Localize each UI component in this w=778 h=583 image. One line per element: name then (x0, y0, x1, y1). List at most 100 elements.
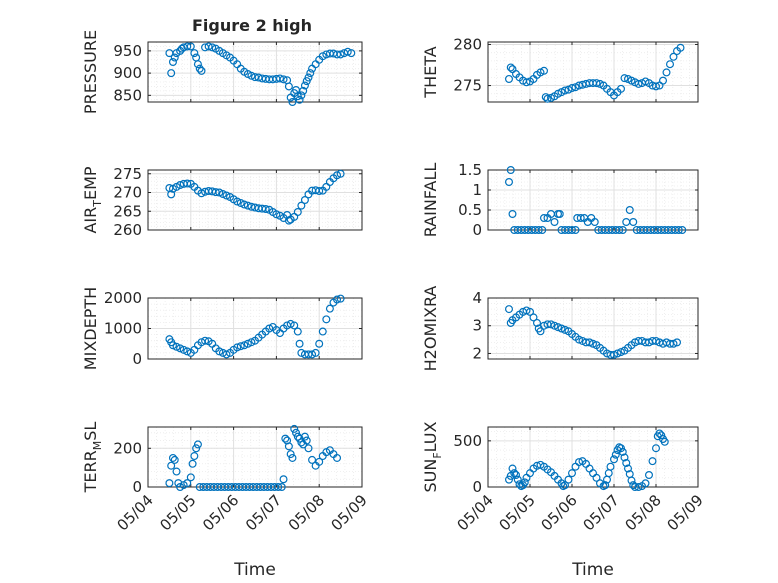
data-point (538, 226, 547, 235)
data-point (336, 294, 345, 303)
data-point (233, 343, 242, 352)
data-point (195, 64, 204, 73)
data-point (318, 327, 327, 336)
data-point (286, 450, 295, 459)
data-point (508, 210, 517, 219)
data-point (211, 188, 220, 197)
data-point (284, 442, 293, 451)
data-point (297, 91, 306, 100)
data-point (311, 348, 320, 357)
x-tick-label: 05/08 (622, 491, 665, 534)
data-point (176, 181, 185, 190)
data-point (574, 335, 583, 344)
data-point (541, 93, 550, 102)
x-tick-label: 05/05 (496, 491, 539, 534)
data-point (183, 479, 192, 488)
data-point (193, 440, 202, 449)
data-point (284, 216, 293, 225)
data-point (567, 469, 576, 478)
data-point (186, 42, 195, 51)
data-point (536, 327, 545, 336)
y-axis-label: H2OMIXRA (421, 286, 440, 372)
data-point (243, 339, 252, 348)
data-point (592, 473, 601, 482)
data-point (295, 434, 304, 443)
axes-box (487, 169, 699, 231)
data-point (676, 43, 685, 52)
data-point (590, 218, 599, 227)
data-point (641, 479, 650, 488)
data-point (505, 305, 514, 314)
data-point (588, 339, 597, 348)
data-point (622, 459, 631, 468)
data-point (176, 344, 185, 353)
data-point (625, 206, 634, 215)
data-point (609, 350, 618, 359)
data-point (506, 166, 515, 175)
data-point (297, 348, 306, 357)
data-point (623, 464, 632, 473)
plot-area (488, 42, 698, 102)
data-point (168, 453, 177, 462)
data-point (634, 483, 643, 492)
data-point (300, 81, 309, 90)
data-point (179, 345, 188, 354)
data-point (672, 338, 681, 347)
data-point (669, 339, 678, 348)
data-point (222, 191, 231, 200)
data-point (550, 321, 559, 330)
data-point (629, 218, 638, 227)
data-point (613, 349, 622, 358)
data-point (240, 200, 249, 209)
data-point (525, 307, 534, 316)
data-point (555, 210, 564, 219)
data-point (651, 444, 660, 453)
y-tick-label: 0 (472, 221, 482, 239)
data-point (308, 455, 317, 464)
x-axis-label: Time (571, 560, 614, 580)
y-tick-label: 0 (132, 478, 142, 496)
data-point (300, 196, 309, 205)
data-point (505, 74, 514, 83)
data-point (299, 86, 308, 95)
data-point (333, 171, 342, 180)
data-point (505, 475, 514, 484)
data-point (343, 47, 352, 56)
y-tick-label: 200 (113, 439, 142, 457)
data-point (333, 295, 342, 304)
data-point (167, 190, 176, 199)
data-point (233, 197, 242, 206)
data-point (304, 444, 313, 453)
data-point (168, 57, 177, 66)
y-axis-label: PRESSURE (81, 30, 100, 114)
data-point (616, 444, 625, 453)
data-point (247, 202, 256, 211)
data-point (508, 464, 517, 473)
data-point (265, 324, 274, 333)
data-point (651, 82, 660, 91)
data-point (658, 76, 667, 85)
y-axis-label: AIRTEMP (81, 166, 104, 233)
data-point (678, 226, 687, 235)
data-point (522, 306, 531, 315)
data-point (247, 338, 256, 347)
subplot-rainfall: 0 0.5 1 1.5 RAINFALL (421, 161, 699, 239)
data-point (167, 461, 176, 470)
data-point (215, 188, 224, 197)
subplot-theta: 275 280 THETA (421, 35, 699, 103)
data-point (567, 84, 576, 93)
data-point (662, 68, 671, 77)
data-point (304, 73, 313, 82)
data-point (288, 97, 297, 106)
subplot-h2omixra: 2 3 4 H2OMIXRA (421, 286, 699, 372)
x-tick-label: 05/08 (285, 491, 328, 534)
data-point (564, 475, 573, 484)
data-point (585, 338, 594, 347)
y-axis-label: RAINFALL (421, 163, 440, 238)
figure-title: Figure 2 high (192, 16, 312, 35)
axes-box (147, 426, 363, 488)
data-point (172, 342, 181, 351)
y-tick-label: 1.5 (458, 161, 482, 179)
